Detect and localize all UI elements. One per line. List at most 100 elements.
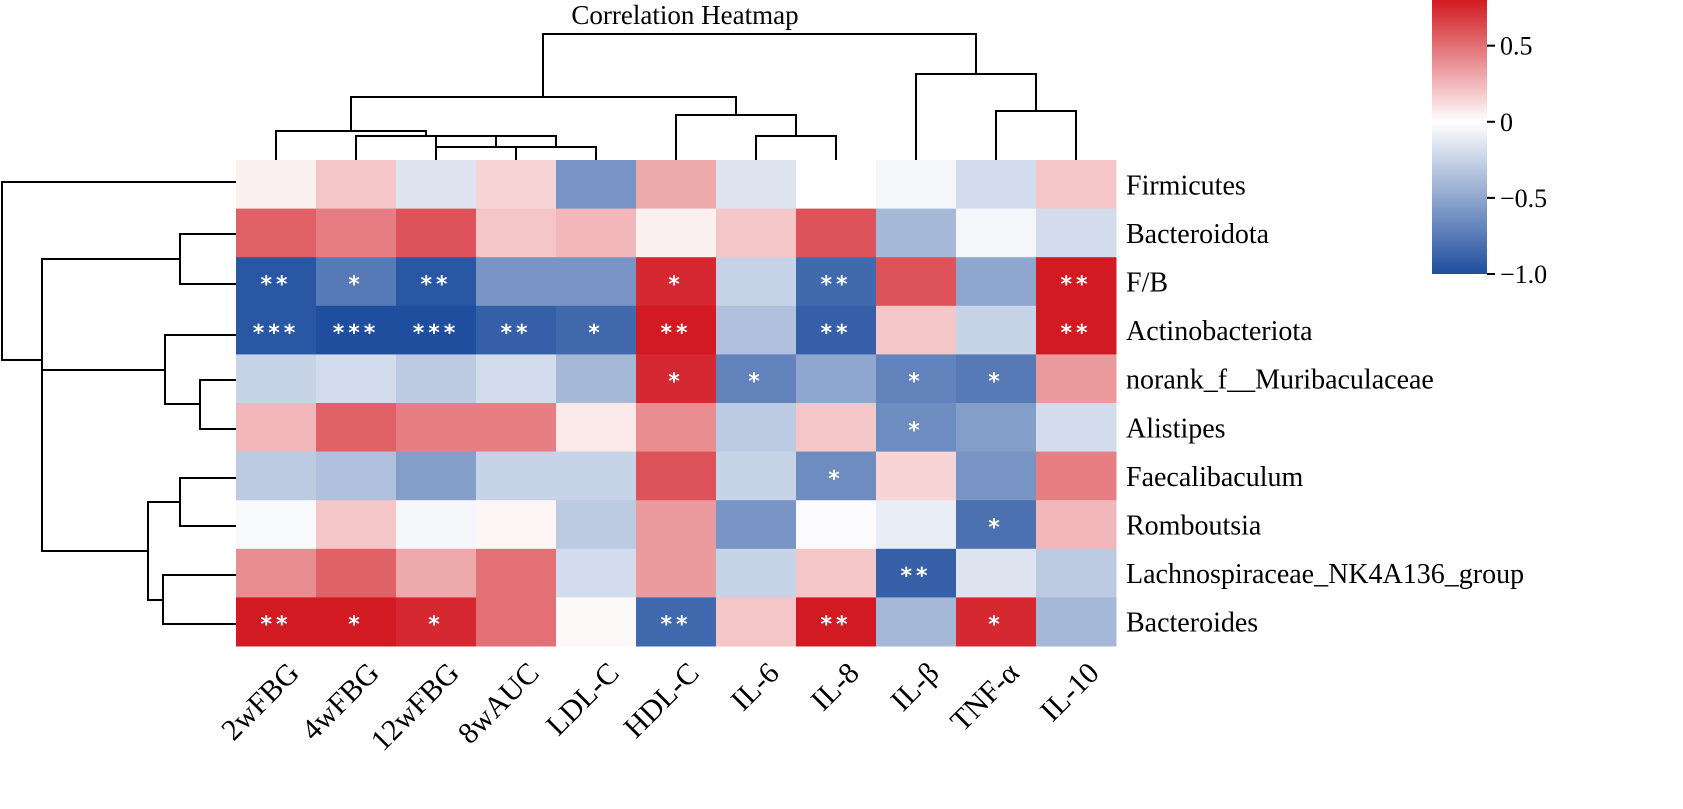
heatmap-cell <box>316 451 397 501</box>
heatmap-cell <box>476 305 557 355</box>
heatmap-cell <box>636 160 717 210</box>
heatmap-cell <box>876 354 957 404</box>
heatmap-cell <box>556 548 637 598</box>
heatmap-cell <box>556 257 637 307</box>
row-labels: Firmicutes Bacteroidota F/B Actinobacteriot… <box>1126 170 1524 638</box>
heatmap-cell <box>956 257 1037 307</box>
heatmap-cell <box>876 305 957 355</box>
significance-mark: ** <box>820 613 851 638</box>
heatmap-cell <box>396 160 477 210</box>
heatmap-cell <box>796 597 877 647</box>
heatmap-cell <box>236 257 317 307</box>
heatmap-cell <box>396 208 477 258</box>
heatmap-cell <box>316 354 397 404</box>
heatmap-cell <box>396 305 477 355</box>
significance-mark: * <box>908 418 924 443</box>
heatmap-cell <box>956 208 1037 258</box>
heatmap-cell <box>236 451 317 501</box>
column-label: IL-8 <box>805 656 866 717</box>
significance-marks: ** * ** * ** ***** *** *** ** * ** ** *** * * ******** *… <box>253 273 1091 638</box>
heatmap-cell <box>316 500 397 550</box>
heatmap-cell <box>796 451 877 501</box>
significance-mark: * <box>588 321 604 346</box>
column-label: 8wAUC <box>452 656 546 750</box>
significance-mark: ** <box>420 273 451 298</box>
heatmap-cell <box>796 354 877 404</box>
heatmap-cell <box>716 500 797 550</box>
significance-mark: * <box>988 516 1004 541</box>
heatmap-cell <box>956 305 1037 355</box>
heatmap-cell <box>716 208 797 258</box>
heatmap-cell <box>236 597 317 647</box>
heatmap-cell <box>876 257 957 307</box>
heatmap-cell <box>636 500 717 550</box>
significance-mark: ** <box>820 321 851 346</box>
heatmap-cell <box>956 548 1037 598</box>
significance-mark: * <box>988 613 1004 638</box>
heatmap-cell <box>476 500 557 550</box>
chart-title: Correlation Heatmap <box>571 0 798 30</box>
heatmap-cell <box>796 257 877 307</box>
significance-mark: *** <box>333 321 380 346</box>
column-dendrogram <box>275 33 1077 163</box>
heatmap-cell <box>476 403 557 453</box>
heatmap-cell <box>556 403 637 453</box>
row-label: Actinobacteriota <box>1126 316 1313 347</box>
heatmap-cell <box>316 257 397 307</box>
heatmap-cell <box>236 305 317 355</box>
significance-mark: ** <box>260 613 291 638</box>
row-label: Bacteroides <box>1126 608 1258 639</box>
color-legend: 0.5 0 −0.5 −1.0 <box>1432 0 1547 289</box>
heatmap-cell <box>716 597 797 647</box>
significance-mark: ** <box>820 273 851 298</box>
heatmap-cell <box>876 500 957 550</box>
heatmap-cell <box>476 160 557 210</box>
heatmap-cell <box>1036 451 1117 501</box>
significance-mark: *** <box>413 321 460 346</box>
heatmap-cell <box>556 354 637 404</box>
significance-mark: *** <box>253 321 300 346</box>
significance-mark: * <box>348 613 364 638</box>
heatmap-cell <box>236 403 317 453</box>
column-label: LDL-C <box>540 656 626 742</box>
heatmap-cell <box>1036 403 1117 453</box>
significance-mark: ** <box>660 321 691 346</box>
heatmap-cell <box>316 548 397 598</box>
heatmap-cell <box>956 597 1037 647</box>
heatmap-cell <box>236 500 317 550</box>
heatmap-cell <box>396 403 477 453</box>
heatmap-cell <box>636 305 717 355</box>
significance-mark: * <box>748 370 764 395</box>
heatmap-cell <box>316 403 397 453</box>
heatmap-cell <box>876 597 957 647</box>
heatmap-cell <box>236 354 317 404</box>
heatmap-cell <box>396 548 477 598</box>
heatmap-cell <box>556 500 637 550</box>
row-label: Bacteroidota <box>1126 219 1270 250</box>
significance-mark: * <box>428 613 444 638</box>
heatmap-cell <box>796 403 877 453</box>
heatmap-cell <box>1036 597 1117 647</box>
row-label: Firmicutes <box>1126 170 1246 201</box>
legend-tick-label: −1.0 <box>1500 260 1547 289</box>
significance-mark: ** <box>1060 321 1091 346</box>
heatmap-cell <box>876 403 957 453</box>
heatmap-cell <box>796 208 877 258</box>
legend-tick-label: 0 <box>1500 108 1513 137</box>
heatmap-cell <box>796 305 877 355</box>
heatmap-cell <box>796 548 877 598</box>
heatmap-cell <box>1036 305 1117 355</box>
heatmap-cell <box>556 597 637 647</box>
heatmap-cell <box>956 160 1037 210</box>
heatmap-cell <box>876 548 957 598</box>
heatmap-cell <box>396 451 477 501</box>
column-label: IL-β <box>884 656 945 717</box>
significance-mark: * <box>908 370 924 395</box>
heatmap-cell <box>876 451 957 501</box>
heatmap-cell <box>716 451 797 501</box>
heatmap-cell <box>1036 257 1117 307</box>
heatmap-cell <box>636 208 717 258</box>
heatmap-cell <box>556 451 637 501</box>
heatmap-cell <box>1036 500 1117 550</box>
